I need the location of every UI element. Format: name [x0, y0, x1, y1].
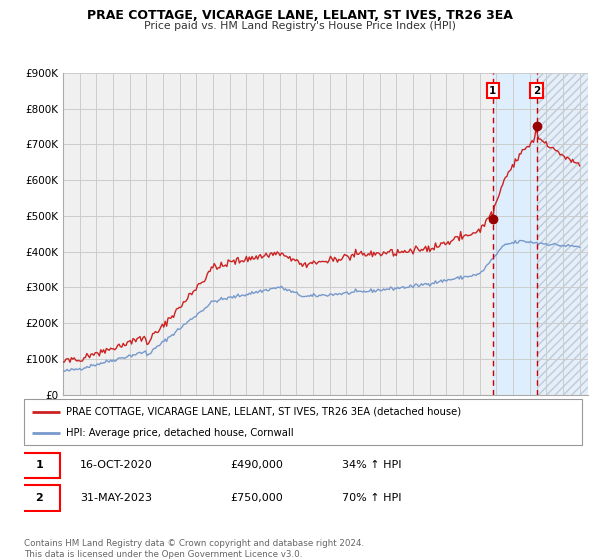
- Text: Contains HM Land Registry data © Crown copyright and database right 2024.
This d: Contains HM Land Registry data © Crown c…: [24, 539, 364, 559]
- Bar: [536, 73, 588, 395]
- Text: Price paid vs. HM Land Registry's House Price Index (HPI): Price paid vs. HM Land Registry's House …: [144, 21, 456, 31]
- Text: 16-OCT-2020: 16-OCT-2020: [80, 460, 152, 470]
- Text: PRAE COTTAGE, VICARAGE LANE, LELANT, ST IVES, TR26 3EA (detached house): PRAE COTTAGE, VICARAGE LANE, LELANT, ST …: [66, 407, 461, 417]
- Text: 2: 2: [533, 86, 540, 96]
- Text: £490,000: £490,000: [230, 460, 283, 470]
- FancyBboxPatch shape: [24, 399, 582, 445]
- Text: 31-MAY-2023: 31-MAY-2023: [80, 493, 152, 503]
- Bar: [493, 73, 536, 395]
- Text: HPI: Average price, detached house, Cornwall: HPI: Average price, detached house, Corn…: [66, 428, 293, 438]
- Bar: [536, 73, 588, 395]
- Text: £750,000: £750,000: [230, 493, 283, 503]
- Text: 70% ↑ HPI: 70% ↑ HPI: [342, 493, 401, 503]
- Text: 34% ↑ HPI: 34% ↑ HPI: [342, 460, 401, 470]
- FancyBboxPatch shape: [19, 486, 60, 511]
- Text: PRAE COTTAGE, VICARAGE LANE, LELANT, ST IVES, TR26 3EA: PRAE COTTAGE, VICARAGE LANE, LELANT, ST …: [87, 9, 513, 22]
- FancyBboxPatch shape: [19, 452, 60, 478]
- Text: 2: 2: [35, 493, 43, 503]
- Text: 1: 1: [489, 86, 496, 96]
- Text: 1: 1: [35, 460, 43, 470]
